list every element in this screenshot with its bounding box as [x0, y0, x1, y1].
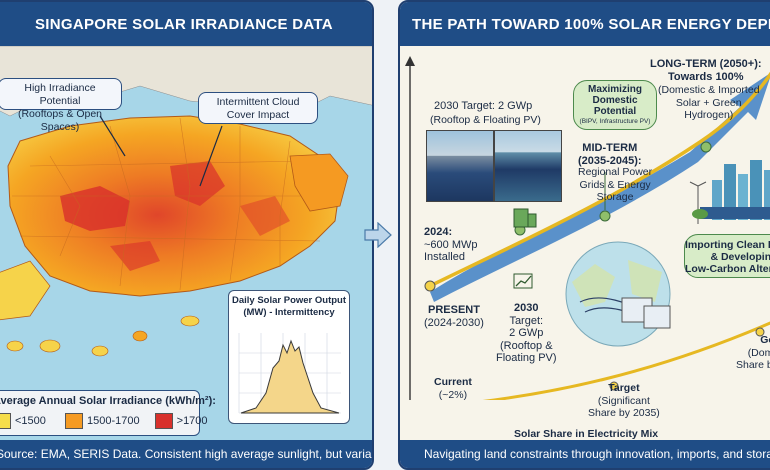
irradiance-panel-header: SINGAPORE SOLAR IRRADIANCE DATA — [0, 2, 372, 46]
present-label: PRESENT (2024-2030) — [424, 304, 484, 329]
high-irradiance-callout: High Irradiance Potential (Rooftops & Op… — [0, 78, 122, 133]
solar-path-diagram — [405, 56, 770, 400]
growth-chart-icon — [513, 273, 533, 289]
solar-path-header: THE PATH TOWARD 100% SOLAR ENERGY DEPEND… — [400, 2, 770, 46]
target-2030-top-sub: (Rooftop & Floating PV) — [430, 114, 541, 126]
floating-pv-photo — [494, 130, 562, 202]
irradiance-panel-title: SINGAPORE SOLAR IRRADIANCE DATA — [35, 15, 333, 33]
long-term-title: LONG-TERM (2050+): Towards 100% — [650, 58, 762, 83]
solar-path-panel: THE PATH TOWARD 100% SOLAR ENERGY DEPEND… — [398, 0, 770, 470]
daily-output-curve — [238, 333, 341, 414]
regional-grid-map — [565, 241, 671, 347]
solar-path-title: THE PATH TOWARD 100% SOLAR ENERGY DEPEND… — [412, 15, 770, 33]
mid-term-title: MID-TERM (2035-2045): — [578, 142, 642, 167]
legend-title: Average Annual Solar Irradiance (kWh/m²)… — [0, 395, 216, 407]
building-icon — [513, 208, 537, 228]
current-share-label: Current (~2%) — [434, 376, 472, 401]
cloud-cover-callout: Intermittent Cloud Cover Impact — [198, 92, 318, 124]
long-term-sub: (Domestic & Imported Solar + Green Hydro… — [658, 84, 760, 121]
green-city-icon — [689, 160, 770, 224]
main-island — [7, 115, 341, 297]
milestone-2024: 2024: ~600 MWp Installed — [424, 226, 478, 263]
maximizing-domestic-box: Maximizing Domestic Potential (BIPV, Inf… — [573, 80, 657, 130]
rooftop-pv-photo — [426, 130, 494, 202]
irradiance-panel-footer: Source: EMA, SERIS Data. Consistent high… — [0, 440, 372, 468]
legend-item-high: >1700 — [154, 413, 208, 429]
goal-2050-label: Goal (Dominant Share by 2050) — [736, 334, 770, 371]
irradiance-legend: Average Annual Solar Irradiance (kWh/m²)… — [0, 390, 216, 436]
solar-path-footer: Navigating land constraints through inno… — [400, 440, 770, 468]
transition-arrow-icon — [364, 222, 392, 248]
target-2030-lower: 2030 Target: 2 GWp (Rooftop & Floating P… — [496, 302, 557, 364]
legend-item-mid: 1500-1700 — [64, 413, 140, 429]
irradiance-panel: SINGAPORE SOLAR IRRADIANCE DATA — [0, 0, 374, 470]
x-axis-label: Solar Share in Electricity Mix — [514, 428, 659, 440]
inset-title: Daily Solar Power Output (MW) - Intermit… — [231, 295, 347, 318]
target-2030-top-title: 2030 Target: 2 GWp — [434, 100, 533, 112]
milestone-curve — [429, 71, 770, 288]
legend-item-low: <1500 — [0, 413, 46, 429]
target-2035-label: Target (Significant Share by 2035) — [588, 382, 660, 419]
mid-term-sub: Regional Power Grids & Energy Storage — [578, 166, 653, 203]
importing-clean-energy-box: Importing Clean Energy & Developing Low-… — [684, 234, 770, 278]
daily-output-inset: Daily Solar Power Output (MW) - Intermit… — [228, 290, 350, 424]
share-curve — [482, 321, 770, 400]
